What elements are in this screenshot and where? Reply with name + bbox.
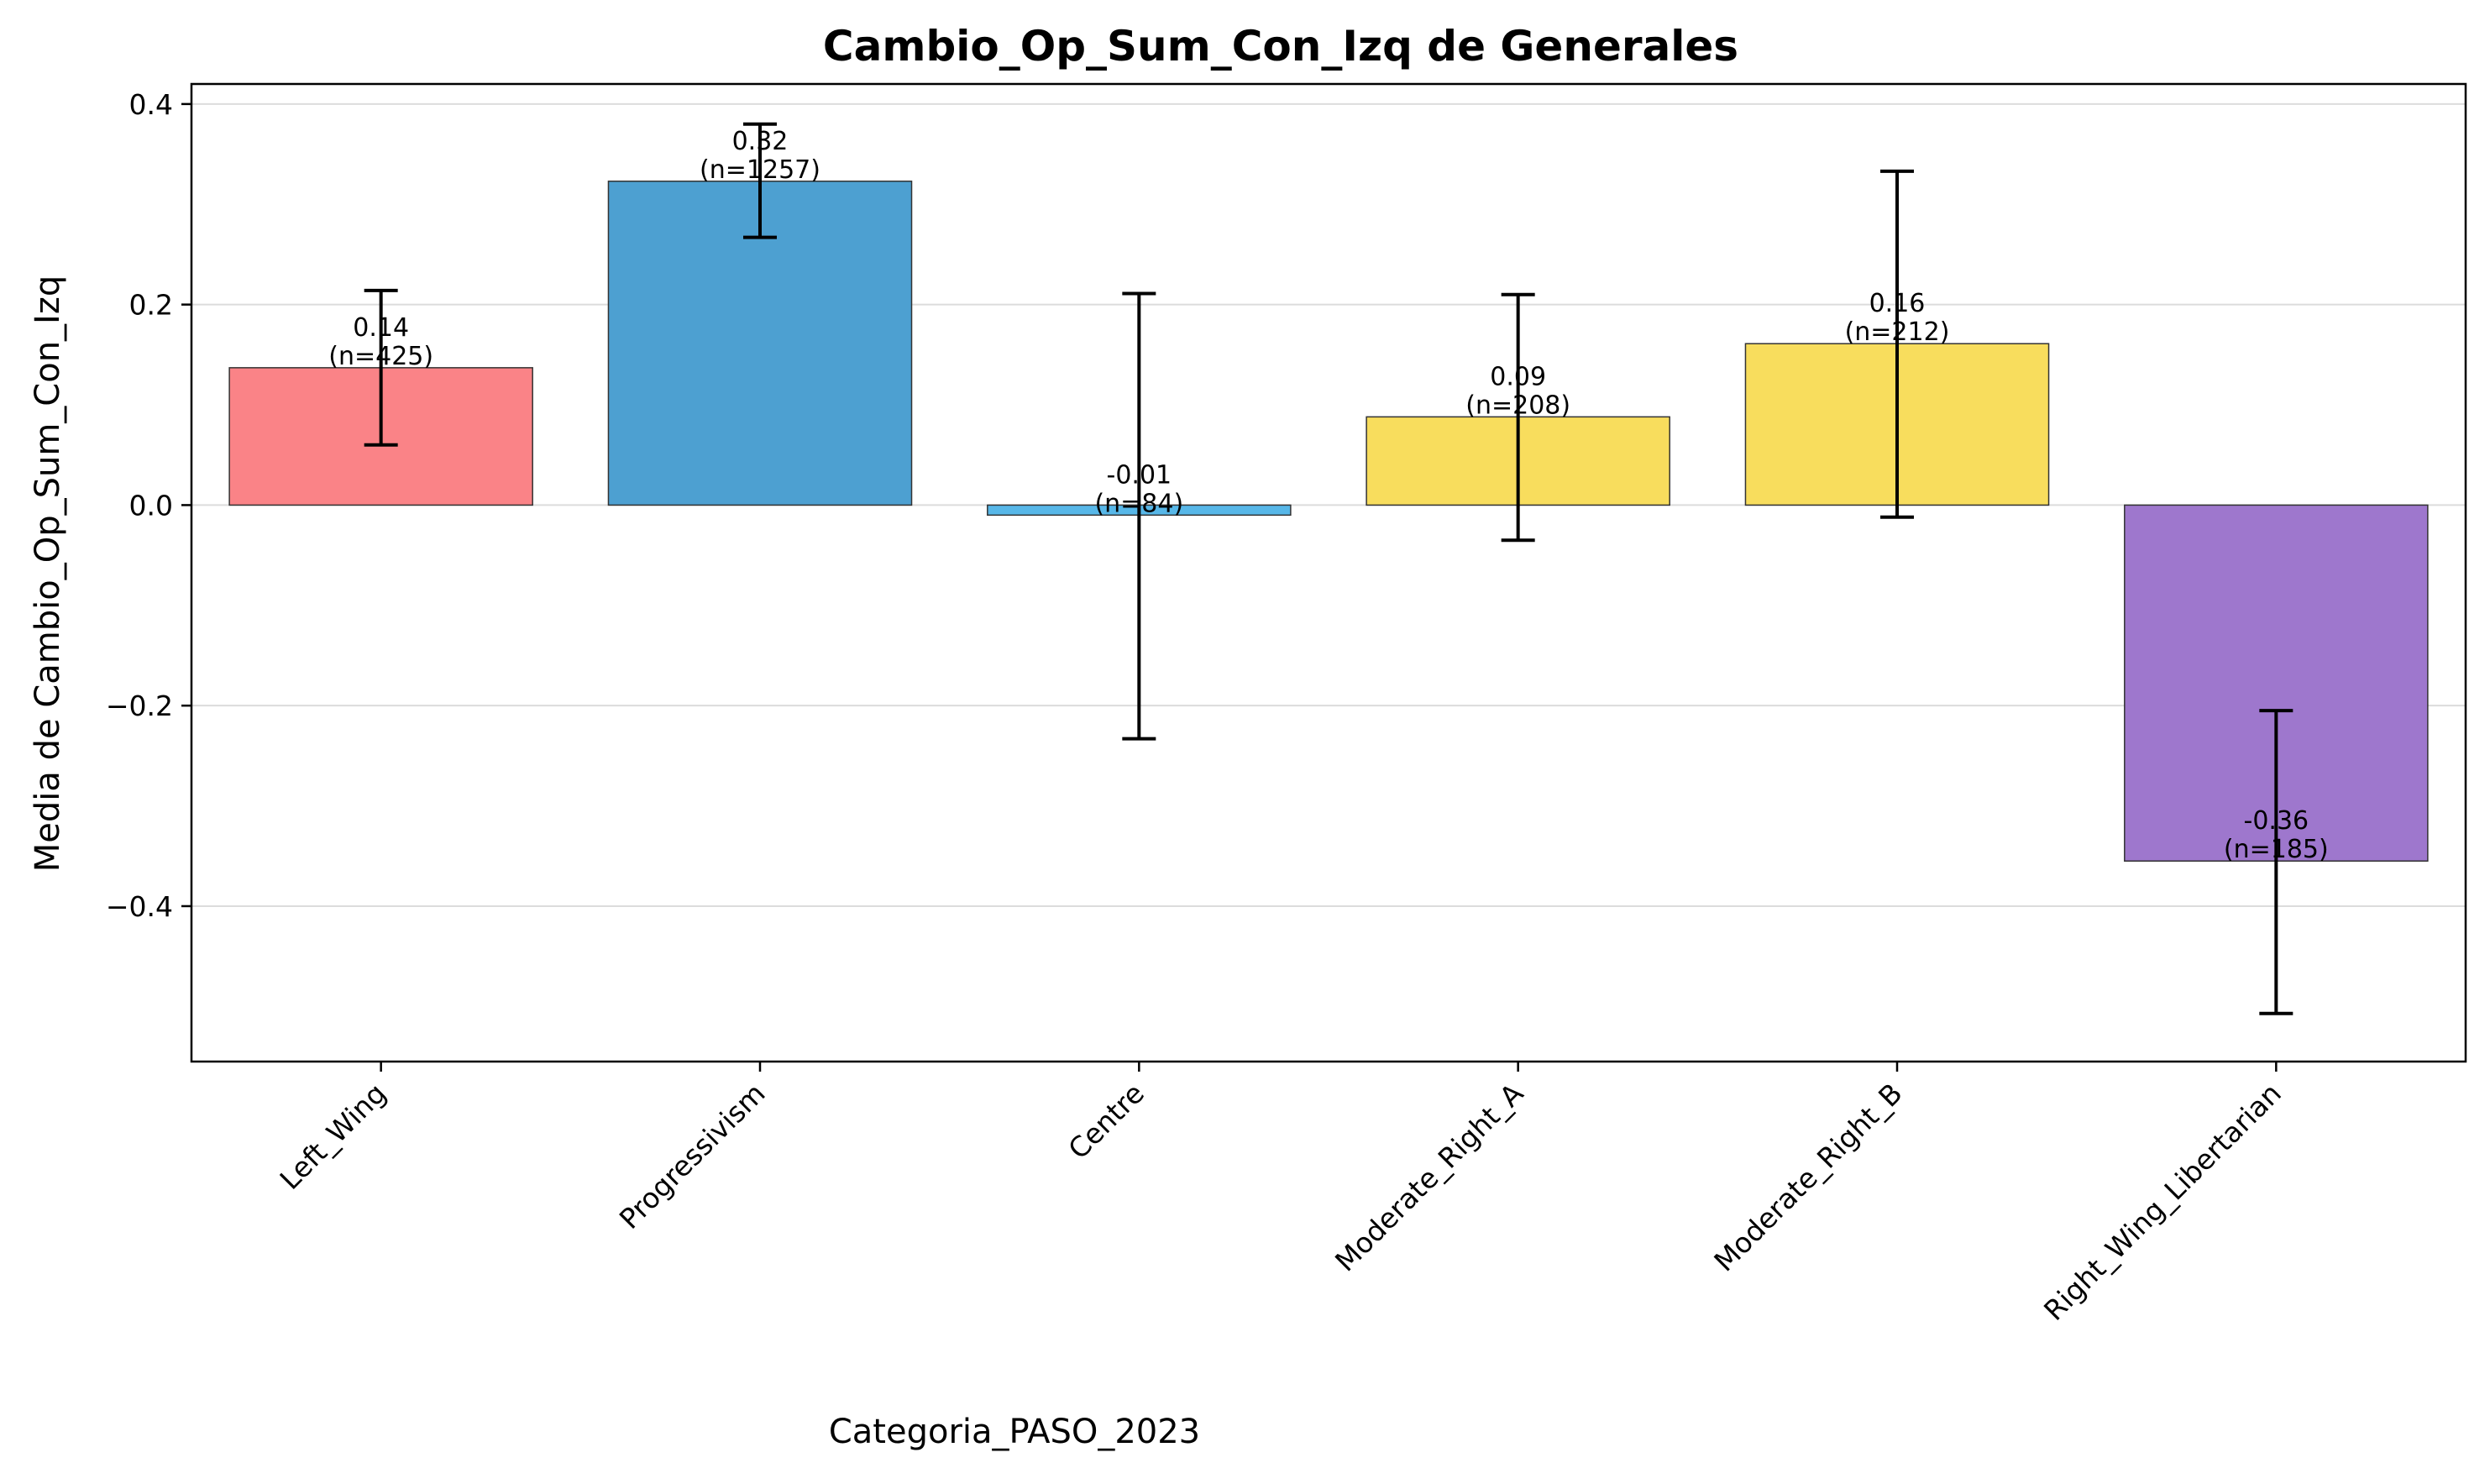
bar-value-label: 0.14 bbox=[353, 313, 409, 343]
y-tick-label: −0.2 bbox=[106, 690, 173, 722]
bar-value-label: 0.16 bbox=[1869, 289, 1926, 318]
bar-n-label: (n=208) bbox=[1465, 391, 1570, 420]
bar bbox=[607, 181, 913, 506]
chart-title: Cambio_Op_Sum_Con_Izq de Generales bbox=[823, 22, 1738, 71]
plot-frame bbox=[190, 82, 2467, 1063]
bar-value-label: -0.01 bbox=[1107, 460, 1172, 490]
y-tick-label: 0.4 bbox=[129, 88, 173, 121]
y-axis: 0.4 0.2 0.0 −0.2 −0.4 bbox=[106, 88, 191, 923]
bar-n-label: (n=1257) bbox=[700, 155, 820, 185]
y-tick-label: 0.2 bbox=[129, 289, 173, 322]
bar-value-label: 0.09 bbox=[1490, 362, 1546, 391]
bars bbox=[228, 181, 2429, 862]
bar-n-label: (n=84) bbox=[1094, 489, 1183, 518]
x-axis: Left_Wing Progressivism Centre Moderate_Rig… bbox=[274, 1062, 2288, 1327]
x-tick-label: Centre bbox=[1062, 1077, 1151, 1166]
x-tick-label: Progressivism bbox=[613, 1077, 772, 1235]
bar-n-label: (n=185) bbox=[2224, 835, 2329, 864]
bar-n-label: (n=212) bbox=[1845, 317, 1950, 347]
y-tick-label: −0.4 bbox=[106, 890, 173, 923]
x-tick-label: Right_Wing_Libertarian bbox=[2037, 1077, 2288, 1327]
y-axis-title: Media de Cambio_Op_Sum_Con_Izq bbox=[29, 275, 67, 872]
bar-value-label: -0.36 bbox=[2244, 806, 2309, 836]
x-tick-label: Moderate_Right_B bbox=[1707, 1077, 1908, 1277]
x-axis-title: Categoria_PASO_2023 bbox=[829, 1413, 1200, 1451]
bar-value-label: 0.32 bbox=[732, 127, 789, 156]
error-bars bbox=[364, 122, 2293, 1015]
x-tick-label: Left_Wing bbox=[274, 1077, 393, 1196]
y-tick-label: 0.0 bbox=[129, 489, 173, 522]
value-labels: 0.14(n=425)0.32(n=1257)-0.01(n=84)0.09(n… bbox=[328, 127, 2328, 864]
grid-lines bbox=[191, 102, 2466, 907]
x-tick-label: Moderate_Right_A bbox=[1329, 1077, 1530, 1278]
bar-n-label: (n=425) bbox=[328, 342, 433, 371]
